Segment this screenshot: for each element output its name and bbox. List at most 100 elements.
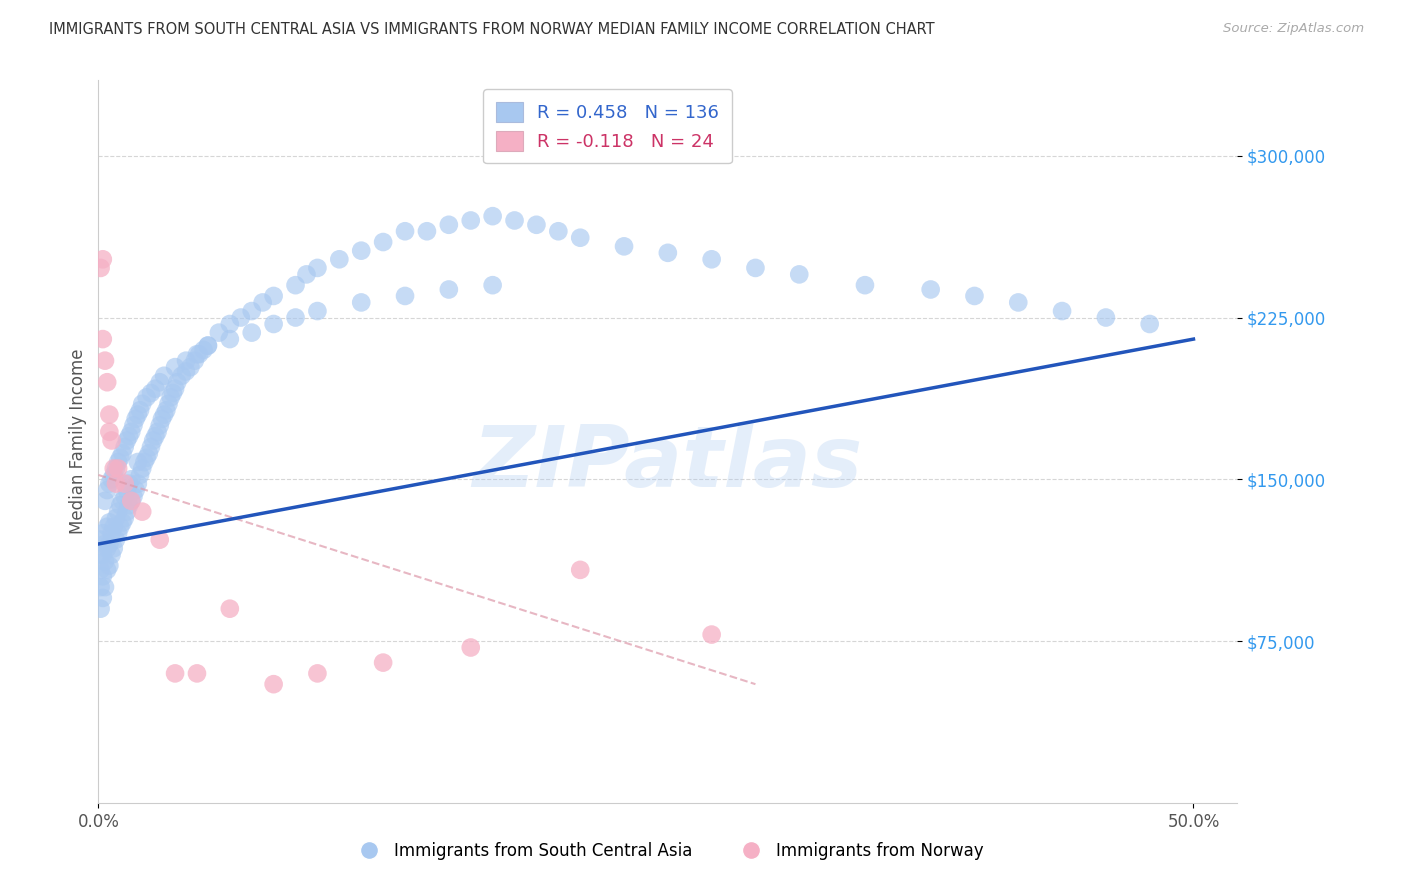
Point [129,467,152,482]
Point [98,425,121,439]
Point [100,472,122,486]
Point [90,260,112,275]
Point [110,498,132,512]
Point [98,537,121,551]
Point [295,268,318,282]
Point [569,231,592,245]
Point [127,455,149,469]
Point [134,455,156,469]
Point [110,450,132,465]
Point [787,268,810,282]
Point [107,526,129,541]
Point [307,304,329,318]
Point [107,461,129,475]
Point [186,347,208,361]
Point [394,224,416,238]
Point [118,498,141,512]
Point [149,533,172,547]
Point [263,289,285,303]
Point [166,376,188,390]
Point [394,289,416,303]
Point [107,455,129,469]
Point [165,666,187,681]
Point [218,332,240,346]
Point [104,511,127,525]
Point [103,467,125,482]
Point [162,386,184,401]
Point [146,425,169,439]
Point [174,353,197,368]
Point [252,295,274,310]
Point [149,376,172,390]
Point [460,640,482,655]
Point [124,412,146,426]
Point [613,239,636,253]
Point [657,245,679,260]
Point [100,548,122,562]
Point [118,429,141,443]
Point [135,390,157,404]
Point [460,213,482,227]
Point [98,516,121,530]
Point [307,666,329,681]
Point [91,526,114,541]
Point [90,533,112,547]
Point [240,326,263,340]
Point [131,505,153,519]
Point [700,627,723,641]
Point [350,244,373,258]
Point [145,382,166,396]
Point [229,310,252,325]
Point [111,493,134,508]
Point [111,446,134,460]
Point [115,483,138,497]
Point [91,332,114,346]
Point [145,429,166,443]
Point [103,520,125,534]
Point [437,218,460,232]
Point [139,386,162,401]
Point [218,317,240,331]
Point [91,569,114,583]
Point [150,412,173,426]
Point [153,408,176,422]
Point [96,541,118,556]
Point [184,353,207,368]
Point [284,310,307,325]
Point [104,476,127,491]
Point [104,533,127,547]
Point [174,364,197,378]
Point [91,252,114,267]
Point [103,541,125,556]
Point [263,677,285,691]
Point [157,397,180,411]
Point [700,252,723,267]
Point [1139,317,1161,331]
Text: ZIPatlas: ZIPatlas [472,422,863,505]
Point [100,526,122,541]
Point [569,563,592,577]
Point [149,418,172,433]
Point [90,548,112,562]
Point [94,493,117,508]
Point [188,347,211,361]
Point [94,537,117,551]
Point [139,440,162,454]
Text: IMMIGRANTS FROM SOUTH CENTRAL ASIA VS IMMIGRANTS FROM NORWAY MEDIAN FAMILY INCOM: IMMIGRANTS FROM SOUTH CENTRAL ASIA VS IM… [49,22,935,37]
Point [371,656,394,670]
Point [115,434,138,448]
Point [91,548,114,562]
Point [94,554,117,568]
Point [1050,304,1073,318]
Point [1095,310,1118,325]
Point [186,666,208,681]
Point [526,218,548,232]
Point [120,425,142,439]
Point [96,563,118,577]
Point [127,476,149,491]
Point [131,461,153,475]
Point [142,434,165,448]
Point [118,476,141,491]
Point [131,397,153,411]
Point [165,382,187,396]
